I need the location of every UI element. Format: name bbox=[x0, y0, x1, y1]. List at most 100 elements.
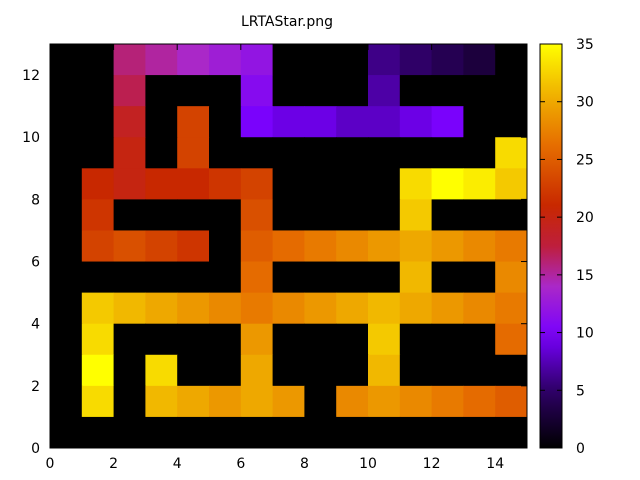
heatmap-cell bbox=[463, 261, 496, 294]
heatmap-cell bbox=[81, 354, 115, 387]
heatmap-cell bbox=[113, 261, 146, 294]
heatmap-cell bbox=[399, 323, 433, 356]
heatmap-cell bbox=[240, 385, 274, 418]
heatmap-cell bbox=[272, 230, 305, 263]
heatmap-cell bbox=[81, 44, 115, 76]
heatmap-cell bbox=[81, 416, 115, 449]
heatmap-cell bbox=[463, 75, 496, 107]
heatmap-cell bbox=[495, 292, 528, 325]
heatmap-cell bbox=[145, 199, 178, 231]
heatmap-cell bbox=[145, 385, 178, 418]
heatmap-cell bbox=[50, 75, 83, 107]
heatmap-cell bbox=[50, 137, 83, 169]
heatmap-cell bbox=[145, 137, 178, 169]
heatmap-cell bbox=[145, 292, 178, 325]
heatmap-cell bbox=[81, 106, 115, 138]
heatmap-cell bbox=[336, 75, 369, 107]
heatmap-cell bbox=[368, 385, 401, 418]
heatmap-cell bbox=[304, 106, 337, 138]
heatmap-cell bbox=[81, 137, 115, 169]
heatmap-cell bbox=[431, 106, 464, 138]
heatmap-cell bbox=[431, 230, 464, 263]
heatmap-cell bbox=[272, 75, 305, 107]
plot-frame bbox=[49, 43, 528, 449]
heatmap-cell bbox=[113, 416, 146, 449]
heatmap-cell bbox=[463, 168, 496, 200]
heatmap-cell bbox=[113, 137, 146, 169]
heatmap-cell bbox=[240, 168, 274, 200]
heatmap-cell bbox=[495, 230, 528, 263]
colorbar-ticks: 0 5 10 15 20 25 30 35 bbox=[540, 37, 594, 457]
heatmap-cell bbox=[209, 75, 242, 107]
heatmap-cell bbox=[209, 168, 242, 200]
heatmap-cell bbox=[145, 106, 178, 138]
x-tick-label: 12 bbox=[423, 456, 441, 472]
heatmap-cell bbox=[304, 323, 337, 356]
colorbar-tick-label: 0 bbox=[576, 441, 585, 457]
heatmap-cell bbox=[145, 416, 178, 449]
heatmap-cell bbox=[50, 416, 83, 449]
heatmap-cell bbox=[50, 44, 83, 76]
heatmap-cell bbox=[145, 323, 178, 356]
heatmap-cell bbox=[81, 323, 115, 356]
heatmap-cell bbox=[81, 261, 115, 294]
heatmap-cell bbox=[495, 106, 528, 138]
heatmap-cell bbox=[304, 75, 337, 107]
heatmap-cell bbox=[399, 199, 433, 231]
heatmap-cell bbox=[368, 168, 401, 200]
heatmap-cell bbox=[209, 354, 242, 387]
heatmap-cell bbox=[177, 137, 210, 169]
colorbar-tick-label: 10 bbox=[576, 326, 594, 342]
heatmap-cell bbox=[145, 168, 178, 200]
heatmap-cell bbox=[304, 230, 337, 263]
heatmap-cell bbox=[463, 354, 496, 387]
heatmap-cell bbox=[336, 385, 369, 418]
heatmap-cell bbox=[145, 44, 178, 76]
heatmap-cell bbox=[113, 354, 146, 387]
heatmap-cell bbox=[240, 44, 274, 76]
heatmap-cell bbox=[81, 75, 115, 107]
heatmap-cell bbox=[495, 323, 528, 356]
heatmap-cell bbox=[177, 292, 210, 325]
heatmap-cell bbox=[240, 199, 274, 231]
heatmap-cell bbox=[463, 385, 496, 418]
heatmap-cell bbox=[368, 230, 401, 263]
heatmap-cell bbox=[336, 137, 369, 169]
y-tick-label: 0 bbox=[31, 441, 40, 457]
heatmap-cell bbox=[177, 354, 210, 387]
heatmap-cell bbox=[177, 416, 210, 449]
heatmap-cell bbox=[145, 230, 178, 263]
heatmap-cell bbox=[495, 199, 528, 231]
heatmap-cells bbox=[50, 44, 528, 449]
heatmap-cell bbox=[431, 323, 464, 356]
heatmap-cell bbox=[113, 168, 146, 200]
heatmap-cell bbox=[495, 354, 528, 387]
heatmap-cell bbox=[368, 261, 401, 294]
y-tick-label: 6 bbox=[31, 255, 40, 271]
heatmap-cell bbox=[272, 137, 305, 169]
heatmap-cell bbox=[495, 261, 528, 294]
heatmap-cell bbox=[113, 385, 146, 418]
heatmap-cell bbox=[431, 75, 464, 107]
heatmap-cell bbox=[304, 137, 337, 169]
heatmap-cell bbox=[399, 292, 433, 325]
x-tick-label: 10 bbox=[359, 456, 377, 472]
heatmap-cell bbox=[463, 44, 496, 76]
heatmap-cell bbox=[113, 292, 146, 325]
heatmap-cell bbox=[336, 323, 369, 356]
heatmap-cell bbox=[431, 261, 464, 294]
heatmap-cell bbox=[399, 261, 433, 294]
x-tick-label: 4 bbox=[173, 456, 182, 472]
heatmap-cell bbox=[304, 44, 337, 76]
heatmap-cell bbox=[368, 75, 401, 107]
heatmap-cell bbox=[368, 137, 401, 169]
heatmap-cell bbox=[399, 385, 433, 418]
heatmap-cell bbox=[177, 106, 210, 138]
heatmap-cell bbox=[463, 292, 496, 325]
heatmap-cell bbox=[50, 106, 83, 138]
heatmap-cell bbox=[368, 199, 401, 231]
heatmap-cell bbox=[177, 199, 210, 231]
heatmap-cell bbox=[177, 323, 210, 356]
heatmap-cell bbox=[81, 168, 115, 200]
